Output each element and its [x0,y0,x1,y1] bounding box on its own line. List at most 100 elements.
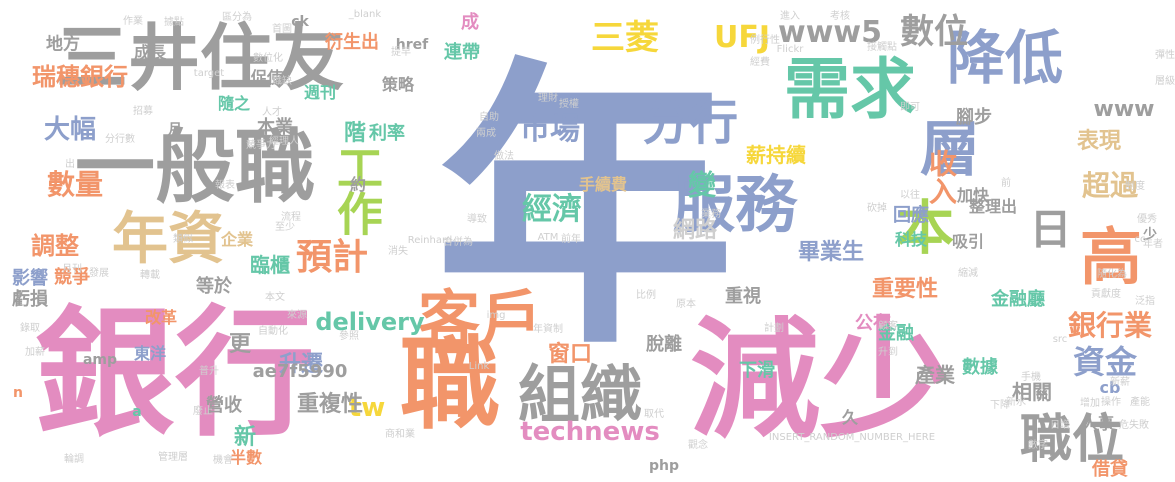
cloud-word: www5 [777,15,883,50]
cloud-word: 產業 [915,363,955,387]
cloud-word: 數據 [962,357,998,378]
cloud-word: 機會 [213,455,233,466]
cloud-word: 隨化為 [1097,269,1127,280]
cloud-word: 接觸點 [867,42,897,53]
cloud-word: 借貸 [1092,459,1128,480]
cloud-word: 隨之 [217,94,251,113]
cloud-word: 階 [343,121,367,146]
cloud-word: ae7f5990 [252,361,348,382]
cloud-word: 地方 [46,34,80,55]
cloud-word: 約 [349,175,367,194]
cloud-word: 網路 [672,218,718,243]
cloud-word: 業務 [701,209,721,220]
cloud-word: 資金 [1072,343,1138,381]
cloud-word: 參照 [339,331,359,342]
cloud-word: 普升 [199,366,219,377]
cloud-word: delivery [315,308,425,336]
cloud-word: 競爭力 [246,140,276,151]
cloud-word: 數量 [46,168,104,201]
cloud-word: 收入 [925,149,958,205]
cloud-word: amp [82,352,118,368]
cloud-word: 減少 [689,304,951,456]
cloud-word: 重視 [725,286,761,307]
cloud-word: 升遷 [278,352,324,377]
cloud-word: 公布 [855,313,891,334]
cloud-word: 區分為 [222,12,252,23]
cloud-word: 本業 [257,117,293,138]
cloud-word: 比例 [636,290,656,301]
cloud-word: 數字 [1028,440,1048,451]
cloud-word: 表現 [1076,129,1122,154]
cloud-word: 數位化 [253,53,283,64]
cloud-word: 發展 [89,268,109,279]
cloud-word: 泛指 [1135,296,1155,307]
cloud-word: UFJ [713,20,771,55]
cloud-word: 脫離 [646,334,682,355]
cloud-word: _blank [348,9,382,20]
cloud-word: 臨櫃 [250,253,290,277]
cloud-word: 自助 [479,112,499,123]
cloud-word: 加快 [956,186,990,205]
cloud-word: 重複性 [296,392,364,417]
cloud-word: 首圖 [272,24,292,35]
cloud-word: cc [1134,234,1146,245]
cloud-word: 層 [920,115,980,185]
cloud-word: 企業 [220,230,254,249]
cloud-word: 至少 [275,222,295,233]
cloud-word: 一般職 [75,121,315,214]
cloud-word: 大幅 [43,115,97,145]
cloud-word: 金融 [878,323,914,344]
cloud-word: 經濟 [522,192,582,227]
cloud-word: 改革 [144,308,178,327]
cloud-word: href [395,37,429,53]
cloud-word: 超過 [1081,169,1139,202]
cloud-word: 半數 [229,448,263,467]
cloud-word: Link [468,361,490,372]
cloud-word: 管理層 [158,452,188,463]
cloud-word: 新 [233,425,257,450]
cloud-word: 組織 [517,358,643,431]
cloud-word: 整理出 [968,197,1018,216]
cloud-word: 人才 [262,107,282,118]
cloud-word: 職位 [1019,410,1125,470]
cloud-word: tw [348,393,386,423]
cloud-word: 競爭 [54,267,90,288]
cloud-word: 增加 [1080,398,1100,409]
cloud-word: 觀念 [688,440,708,451]
cloud-word: 操作 [1101,397,1121,408]
cloud-word: 手機 [1021,372,1041,383]
cloud-word: 兩成 [476,128,496,139]
cloud-word: 窗口 [547,342,593,367]
cloud-word: 年資 [112,207,224,272]
cloud-word: 作業 [123,16,143,27]
cloud-word: 需求 [784,51,916,128]
cloud-word: 數位 [900,12,968,52]
cloud-word: 金融廳 [991,289,1045,310]
cloud-word: src [1052,334,1068,345]
cloud-word: 升到 [878,347,898,358]
cloud-word: 前 [1001,178,1011,189]
cloud-word: 招募 [133,106,153,117]
cloud-word: 輪調 [64,454,84,465]
cloud-word: 據點 [164,17,184,28]
cloud-word: 新水 [1006,397,1026,408]
cloud-word: img [486,310,506,321]
cloud-word: 經費 [750,57,770,68]
cloud-word: 商和業 [385,429,415,440]
cloud-word: 合併為 [443,237,473,248]
cloud-word: 下滑 [739,360,775,381]
cloud-word: 銀行 [34,293,316,456]
cloud-word: 重要性 [871,277,939,302]
cloud-word: 進入 [780,11,800,22]
cloud-word: 衍生出 [325,32,379,53]
cloud-word: 瑞穗銀行 [32,63,128,91]
cloud-word: 腳步 [956,107,992,128]
cloud-word: 顧客 [878,321,898,332]
cloud-word: 新薪 [1110,377,1130,388]
cloud-word: 手續費 [578,175,628,194]
cloud-word: 做法 [494,151,514,162]
cloud-word: 營收 [206,395,242,416]
cloud-word: 久 [841,408,859,427]
cloud-word: 加薪 [25,347,45,358]
cloud-word: 經理人 [269,136,299,147]
